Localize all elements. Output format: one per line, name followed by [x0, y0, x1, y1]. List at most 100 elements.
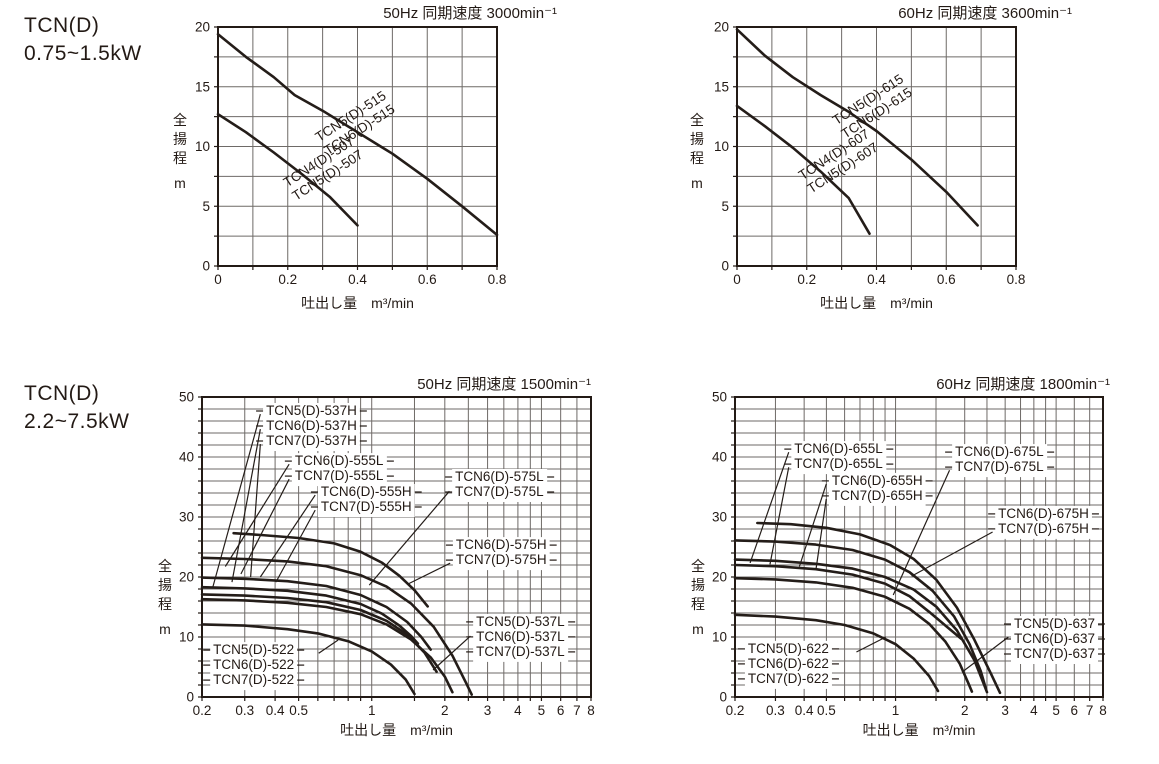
chart-60hz-small-pumps: 0 0.2 0.4 0.6 0.8 0 5 10 15 20 60Hz 同期速度 3600min⁻¹…: [670, 0, 1100, 330]
y-tick-label: 40: [712, 450, 727, 465]
label-box: [452, 537, 550, 571]
curve-label-line: TCN7(D)-537L: [476, 644, 565, 659]
y-tick-label: 20: [179, 570, 194, 585]
x-tick-label: 8: [1099, 703, 1107, 718]
x-tick-label: 1: [892, 703, 900, 718]
label-leader-line: [368, 490, 450, 586]
x-tick-label: 4: [514, 703, 522, 718]
y-axis-unit: m: [174, 175, 186, 191]
y-axis-unit: m: [159, 621, 171, 637]
curve-label-line: TCN6(D)-537H: [266, 418, 357, 433]
x-axis-label: 吐出し量 m³/min: [863, 722, 976, 738]
curve-label-line: TCN7(D)-575L: [455, 484, 544, 499]
label-leader-line: [432, 635, 471, 671]
curve-label-line: TCN6(D)-537L: [476, 629, 565, 644]
y-tick-label: 5: [721, 199, 729, 214]
y-tick-label: 20: [712, 570, 727, 585]
x-tick-label: 0.4: [348, 272, 367, 287]
x-axis-label: 吐出し量 m³/min: [301, 295, 414, 311]
y-tick-label: 10: [712, 630, 727, 645]
x-tick-label: 0.2: [726, 703, 745, 718]
pump-curve: [200, 597, 454, 694]
label-box: [473, 613, 569, 662]
x-tick-label: 0.4: [795, 703, 814, 718]
x-tick-label: 5: [1052, 703, 1060, 718]
label-box: [952, 444, 1048, 478]
curve-label-line: TCN6(D)-555H: [321, 484, 412, 499]
y-tick-label: 10: [195, 139, 210, 154]
curve-label-line: TCN7(D)-655L: [794, 456, 883, 471]
y-axis-unit: m: [691, 175, 703, 191]
pump-curve: [735, 104, 871, 235]
label-leader-line: [798, 483, 827, 567]
chart-svg-tcn-large-50hz: 0.2 0.3 0.4 0.5 1 2 3 4 5 6 7 8 0 10 20 30 40 50 50Hz 同期速度…: [158, 376, 595, 738]
y-tick-label: 0: [721, 259, 729, 274]
pump-curve: [733, 539, 988, 692]
label-leader-line: [892, 469, 951, 596]
curve-label-line: TCN6(D)-675H: [998, 506, 1089, 521]
pump-curve: [216, 112, 359, 227]
curve-label-line: TCN5(D)-622: [748, 641, 829, 656]
label-box: [291, 453, 387, 487]
y-axis-label: 全揚程: [158, 558, 172, 612]
x-tick-label: 0.8: [488, 272, 507, 287]
series-model: TCN(D): [24, 382, 100, 405]
label-leader-line: [250, 444, 261, 578]
label-leader-line: [259, 494, 316, 578]
series-header-large: TCN(D) 2.2~7.5kW: [24, 380, 129, 435]
x-tick-label: 6: [1071, 703, 1079, 718]
curve-label-line: TCN7(D)-575H: [456, 552, 547, 567]
x-tick-label: 0.2: [193, 703, 212, 718]
curve-label-line: TCN6(D)-655H: [832, 473, 923, 488]
series-power-range: 0.75~1.5kW: [24, 41, 142, 65]
curve-label-line: TCN5(D)-537L: [476, 614, 565, 629]
x-tick-label: 8: [587, 703, 595, 718]
x-tick-label: 0: [214, 272, 222, 287]
label-box: [828, 472, 926, 506]
label-leader-line: [406, 562, 451, 586]
y-tick-label: 5: [202, 199, 210, 214]
y-tick-label: 0: [202, 259, 210, 274]
curve-label-line: TCN7(D)-622: [748, 671, 829, 686]
curve-label-line: TCN6(D)-555L: [295, 453, 384, 468]
x-tick-label: 3: [484, 703, 492, 718]
chart-60hz-large-pumps: 0.2 0.3 0.4 0.5 1 2 3 4 5 6 7 8 0 10 20 30 40 50 60Hz 同期速度…: [670, 370, 1140, 764]
label-leader-line: [212, 413, 261, 588]
pump-curve: [756, 521, 1002, 695]
x-tick-label: 0.4: [867, 272, 886, 287]
curve-label-line: TCN7(D)-637: [1014, 646, 1095, 661]
chart-title: 60Hz 同期速度 1800min⁻¹: [936, 376, 1110, 393]
curve-label-line: TCN5(D)-522: [213, 642, 294, 657]
pump-curve: [200, 585, 420, 645]
curve-label-line: TCN7(D)-655H: [832, 488, 923, 503]
label-box: [317, 484, 415, 517]
chart-svg-tcn-small-50hz: 0 0.2 0.4 0.6 0.8 0 5 10 15 20 50Hz 同期速度 3000min⁻¹…: [173, 5, 557, 311]
label-leader-line: [318, 639, 339, 654]
y-tick-label: 15: [195, 79, 210, 94]
curve-label-line: TCN7(D)-555L: [295, 468, 384, 483]
curve-label-line: TCN7(D)-555H: [321, 499, 412, 514]
label-leader-line: [815, 498, 827, 570]
y-tick-label: 10: [179, 630, 194, 645]
curve-label-line: TCN6(D)-622: [748, 656, 829, 671]
y-tick-label: 40: [179, 450, 194, 465]
curve-label-line: TCN6(D)-637: [1014, 631, 1095, 646]
x-tick-label: 0.5: [817, 703, 836, 718]
y-axis-label: 全揚程: [173, 112, 187, 166]
x-tick-label: 4: [1030, 703, 1038, 718]
pump-curve: [200, 576, 432, 651]
chart-title: 50Hz 同期速度 3000min⁻¹: [383, 5, 557, 22]
y-tick-label: 20: [195, 20, 210, 35]
x-tick-label: 2: [441, 703, 449, 718]
pump-curve: [200, 556, 473, 696]
y-tick-label: 30: [712, 510, 727, 525]
label-leader-line: [911, 531, 993, 577]
curve-label-line: TCN7(D)-675L: [955, 459, 1044, 474]
